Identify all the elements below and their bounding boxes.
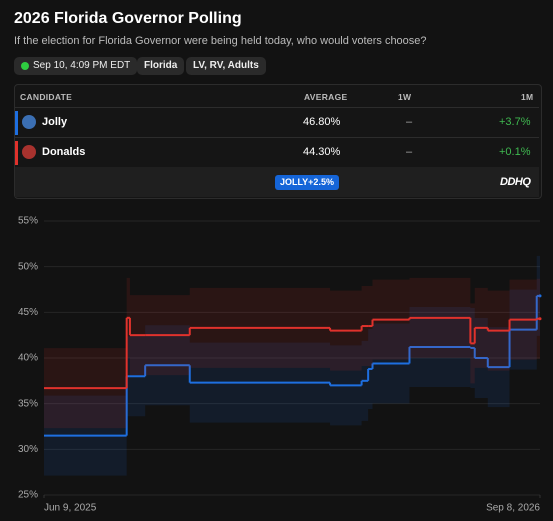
x-tick-label: Sep 8, 2026 xyxy=(486,503,540,514)
uncertainty-band xyxy=(44,255,540,476)
candidate: Donalds xyxy=(42,146,86,158)
y-tick-label: 50% xyxy=(18,261,38,272)
average: 46.80% xyxy=(303,116,341,128)
x-tick-label: Jun 9, 2025 xyxy=(44,503,97,514)
divider xyxy=(15,107,539,108)
uncertainty-band xyxy=(44,277,540,429)
pill[interactable]: LV, RV, Adults xyxy=(186,57,266,75)
lead-badge: JOLLY+2.5% xyxy=(275,175,339,190)
avatar xyxy=(22,145,36,159)
pill: Sep 10, 4:09 PM EDT xyxy=(14,57,138,75)
change-1w: – xyxy=(406,146,413,158)
end-point xyxy=(538,294,542,298)
y-tick-label: 35% xyxy=(18,398,38,409)
column-header: 1W xyxy=(398,92,412,102)
divider xyxy=(15,137,539,138)
change-1w: – xyxy=(406,116,413,128)
y-tick-label: 55% xyxy=(18,216,38,227)
title: 2026 Florida Governor Polling xyxy=(14,10,242,27)
pill[interactable]: Florida xyxy=(137,57,185,75)
average: 44.30% xyxy=(303,146,341,158)
pill-text: Sep 10, 4:09 PM EDT xyxy=(33,60,131,71)
row-marker xyxy=(15,111,18,135)
end-point xyxy=(538,317,542,321)
column-header: CANDIDATE xyxy=(20,92,73,102)
y-tick-label: 45% xyxy=(18,307,38,318)
row-marker xyxy=(15,141,18,165)
subtitle: If the election for Florida Governor wer… xyxy=(14,35,427,47)
column-header: 1M xyxy=(521,92,534,102)
y-tick-label: 25% xyxy=(18,490,38,501)
candidate: Jolly xyxy=(42,116,68,128)
y-tick-label: 40% xyxy=(18,353,38,364)
change-1m: +0.1% xyxy=(499,146,531,158)
logo: DDHQ xyxy=(500,176,531,188)
avatar xyxy=(22,115,36,129)
change-1m: +3.7% xyxy=(499,116,531,128)
column-header: AVERAGE xyxy=(304,92,348,102)
y-tick-label: 30% xyxy=(18,444,38,455)
